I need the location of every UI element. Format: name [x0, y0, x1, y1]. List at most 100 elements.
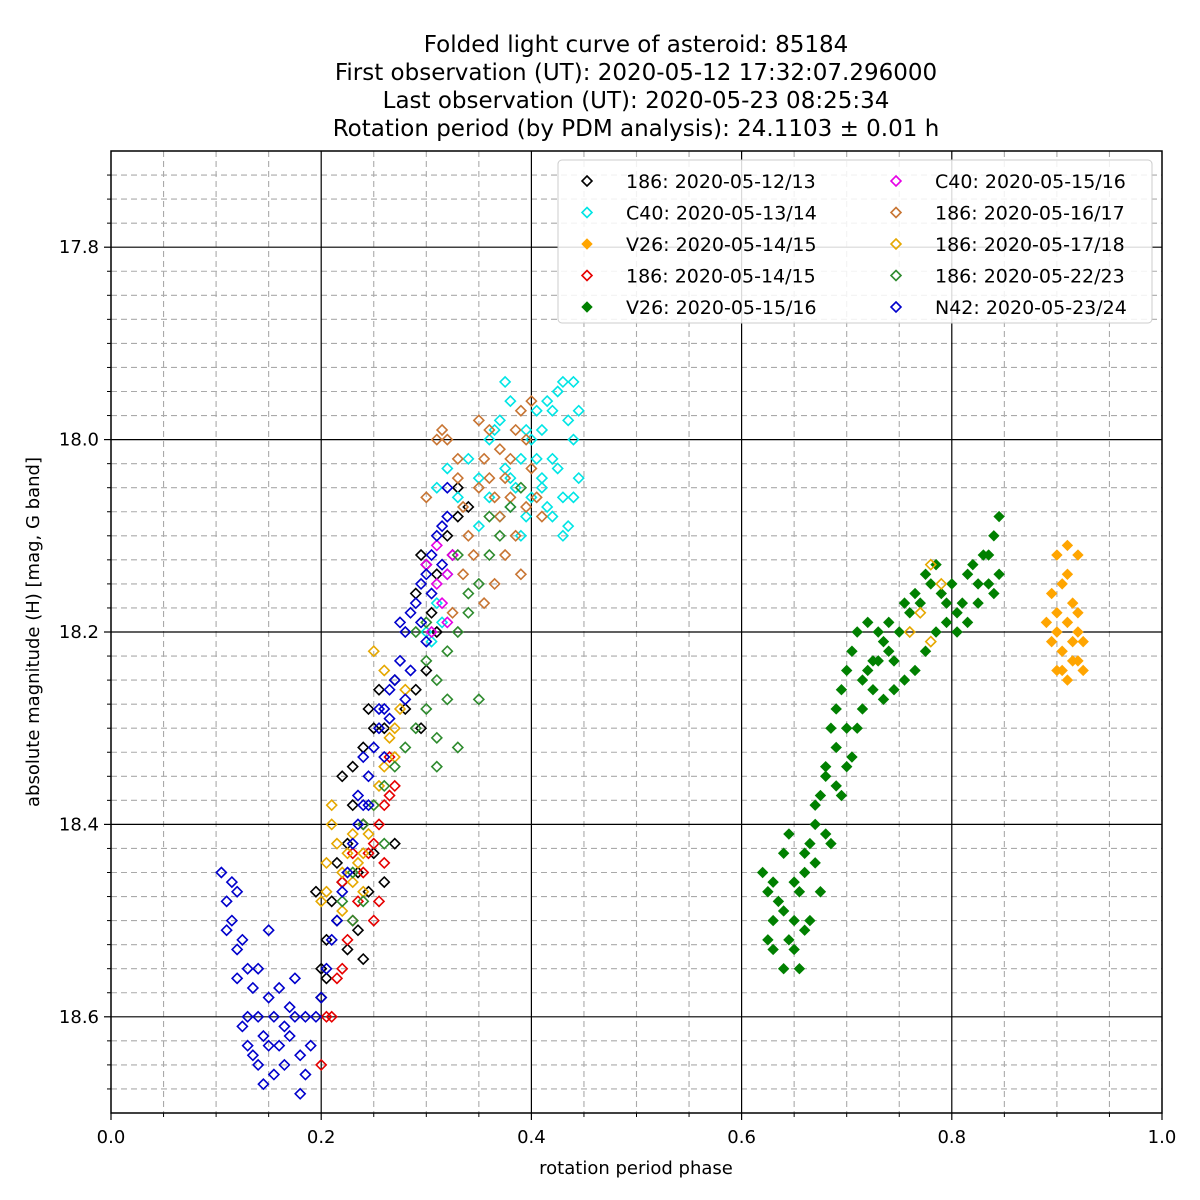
data-point — [230, 885, 244, 898]
legend-marker — [889, 174, 903, 188]
data-point — [788, 943, 800, 956]
data-point — [556, 375, 570, 389]
legend-entry-label: N42: 2020-05-23/24 — [935, 297, 1127, 319]
legend-box — [557, 159, 1153, 324]
data-point — [336, 904, 349, 918]
data-point — [372, 779, 386, 793]
data-point — [330, 914, 344, 927]
data-point — [372, 818, 386, 831]
data-point — [435, 616, 449, 629]
data-point — [257, 1029, 270, 1043]
data-point — [409, 597, 422, 610]
legend-marker — [580, 174, 594, 188]
legend-entry-label: 186: 2020-05-17/18 — [935, 234, 1125, 256]
data-point — [430, 577, 443, 591]
data-point — [383, 789, 396, 802]
data-point — [903, 625, 916, 639]
data-point — [414, 548, 428, 562]
data-point — [372, 895, 386, 908]
data-point — [283, 1029, 296, 1043]
data-point — [420, 616, 433, 629]
data-point — [351, 856, 365, 870]
data-point — [856, 703, 869, 715]
data-point — [504, 471, 517, 485]
data-point — [372, 722, 386, 735]
data-point — [988, 587, 1000, 600]
data-point — [362, 702, 375, 716]
data-point — [935, 587, 947, 600]
series-6 — [420, 394, 549, 619]
data-point — [472, 481, 485, 494]
data-point — [420, 702, 433, 716]
data-point — [467, 548, 480, 562]
data-point — [462, 587, 475, 600]
data-point — [993, 510, 1005, 523]
data-point — [893, 626, 905, 638]
data-point — [236, 933, 249, 946]
title-line-3: Last observation (UT): 2020-05-23 08:25:… — [383, 88, 890, 114]
data-point — [804, 914, 816, 927]
data-point — [225, 875, 238, 889]
title-line-2: First observation (UT): 2020-05-12 17:32… — [335, 60, 937, 86]
data-point — [441, 462, 454, 475]
data-point — [435, 558, 449, 571]
title-line-4: Rotation period (by PDM analysis): 24.11… — [333, 116, 940, 142]
data-point — [357, 866, 370, 879]
data-point — [793, 962, 806, 975]
data-point — [399, 741, 412, 754]
y-tick-label: 18.6 — [59, 1007, 99, 1028]
data-point — [273, 1039, 286, 1052]
data-point — [498, 471, 512, 485]
data-point — [451, 741, 464, 754]
data-point — [362, 847, 375, 860]
series-7 — [315, 558, 948, 918]
data-point — [767, 943, 779, 956]
data-point — [425, 606, 438, 619]
data-point — [341, 866, 354, 879]
data-point — [835, 789, 848, 802]
data-point — [404, 664, 417, 677]
data-point — [498, 375, 512, 389]
data-point — [357, 847, 370, 860]
axis-ticks: 0.0 0.2 0.4 0.6 0.8 1.0 17.8 18.0 18.2 18.4 18.6 — [59, 174, 1176, 1148]
data-point — [441, 433, 454, 446]
data-point — [246, 1049, 260, 1062]
data-point — [315, 1058, 328, 1072]
data-point — [336, 770, 349, 783]
data-point — [498, 548, 512, 562]
data-point — [846, 645, 858, 657]
data-point — [346, 875, 359, 889]
data-point — [393, 702, 407, 716]
data-point — [367, 837, 380, 850]
data-point — [1056, 664, 1068, 677]
data-point — [425, 587, 438, 600]
data-point — [546, 404, 559, 417]
legend-entry-label: V26: 2020-05-15/16 — [626, 297, 817, 319]
x-tick-label: 0.6 — [727, 1127, 756, 1148]
data-point — [940, 597, 953, 609]
data-point — [362, 770, 375, 783]
y-tick-label: 18.2 — [59, 622, 99, 643]
data-point — [299, 1010, 312, 1023]
data-point — [804, 837, 816, 850]
data-point — [225, 914, 238, 927]
data-point — [330, 856, 344, 870]
data-point — [357, 750, 370, 764]
data-point — [924, 635, 937, 648]
data-point — [294, 1087, 307, 1100]
legend-entry-label: 186: 2020-05-12/13 — [626, 171, 816, 193]
data-point — [336, 866, 349, 879]
data-point — [383, 683, 396, 696]
data-point — [898, 674, 911, 686]
data-point — [483, 471, 496, 485]
data-point — [262, 924, 275, 937]
data-point — [346, 760, 359, 773]
data-point — [493, 510, 507, 523]
data-point — [388, 779, 401, 793]
data-point — [514, 452, 528, 465]
data-point — [520, 500, 533, 514]
data-point — [451, 510, 464, 523]
data-point — [372, 702, 386, 716]
legend-entry-label: 186: 2020-05-22/23 — [935, 266, 1125, 288]
data-point — [346, 914, 359, 927]
